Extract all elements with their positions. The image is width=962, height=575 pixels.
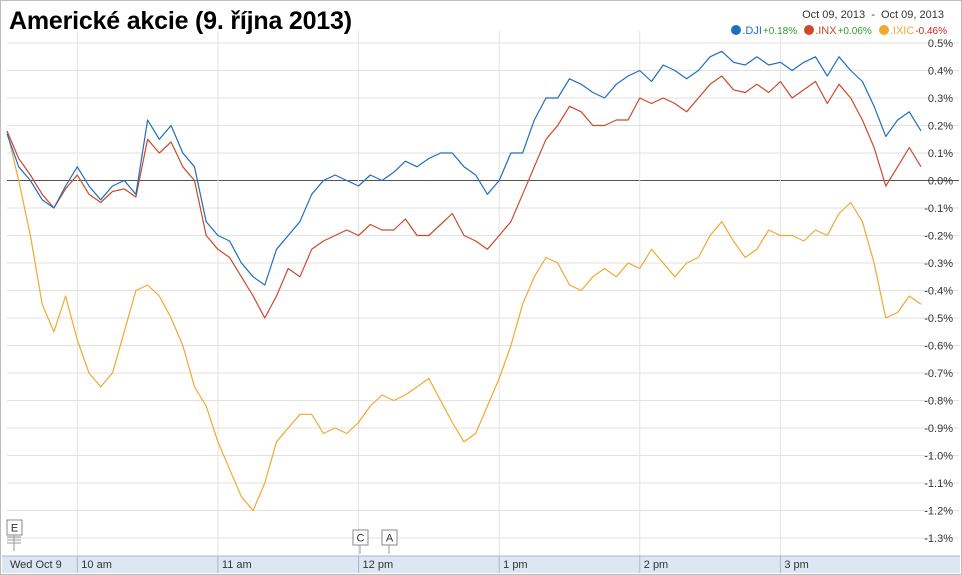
event-flag-e-box [6, 519, 23, 536]
date-range-separator: - [871, 9, 875, 21]
legend-dot-inx [804, 25, 815, 35]
event-flag-c-box [352, 529, 369, 546]
axis-layer: 0.5% 0.4% 0.3% 0.2% 0.1% 0.0% -0.1% -0.2% -0.3% -… [2, 38, 960, 573]
x-tick-label: 2 pm [644, 559, 668, 571]
legend-change-inx: +0.06% [837, 26, 872, 37]
event-flag-layer: EC A [6, 519, 398, 554]
y-tick-label: -0.4% [924, 286, 953, 298]
y-tick-label: 0.1% [928, 148, 953, 160]
legend-entry-dji[interactable]: .DJI+0.18% [731, 25, 797, 37]
x-axis-band [2, 556, 960, 573]
event-flag-a-box [381, 529, 398, 546]
y-tick-label: -1.0% [924, 451, 953, 463]
x-tick-label: 10 am [81, 559, 112, 571]
legend-change-ixic: -0.46% [915, 26, 947, 37]
legend-dot-dji [731, 25, 742, 35]
event-flag-a-label: A [386, 533, 394, 545]
x-tick-label: 11 am [222, 559, 252, 571]
date-range: Oct 09, 2013 - Oct 09, 2013 [802, 9, 944, 21]
y-tick-label: -0.8% [924, 396, 953, 408]
x-tick-label: 12 pm [363, 559, 394, 571]
legend-entry-inx[interactable]: .INX+0.06% [804, 25, 872, 37]
y-tick-label: 0.5% [928, 38, 953, 50]
date-range-from: Oct 09, 2013 [802, 9, 866, 21]
y-tick-label: 0.3% [928, 93, 953, 105]
y-tick-label: -0.2% [924, 231, 953, 243]
event-flag-c[interactable]: C [352, 529, 369, 554]
event-flag-a[interactable]: A [381, 529, 398, 554]
legend-symbol-ixic: .IXIC [889, 25, 915, 37]
y-tick-label: -0.6% [924, 341, 953, 353]
event-flag-e-label: E [11, 523, 18, 535]
series-line-inx [6, 75, 922, 319]
event-flag-e[interactable]: E [6, 519, 23, 551]
legend: .DJI+0.18% .INX+0.06% .IXIC-0.46% [727, 25, 947, 37]
grid-layer [7, 31, 959, 558]
series-layer [6, 50, 922, 512]
event-flag-c-label: C [357, 533, 365, 545]
y-tick-label: -0.3% [924, 258, 953, 270]
x-tick-label: Wed Oct 9 [10, 559, 62, 571]
y-tick-label: 0.0% [928, 176, 953, 188]
y-tick-label: -0.7% [924, 368, 953, 380]
legend-change-dji: +0.18% [762, 26, 798, 37]
legend-symbol-inx: .INX [815, 25, 837, 37]
y-tick-label: -0.9% [924, 423, 953, 435]
chart-title: Americké akcie (9. října 2013) [9, 7, 352, 35]
y-tick-label: -1.1% [924, 478, 953, 490]
y-tick-label: -0.1% [924, 203, 953, 215]
x-tick-label: 1 pm [503, 559, 527, 571]
x-tick-label: 3 pm [784, 559, 808, 571]
y-tick-label: 0.2% [928, 121, 953, 133]
legend-symbol-dji: .DJI [742, 25, 762, 37]
series-line-dji [6, 50, 922, 286]
date-range-to: Oct 09, 2013 [881, 9, 944, 21]
y-tick-label: -1.3% [924, 533, 953, 545]
y-tick-label: -1.2% [924, 506, 953, 518]
legend-dot-ixic [878, 25, 889, 35]
legend-entry-ixic[interactable]: .IXIC-0.46% [878, 25, 947, 37]
y-tick-label: 0.4% [928, 66, 953, 78]
y-tick-label: -0.5% [924, 313, 953, 325]
series-line-ixic [6, 130, 922, 512]
